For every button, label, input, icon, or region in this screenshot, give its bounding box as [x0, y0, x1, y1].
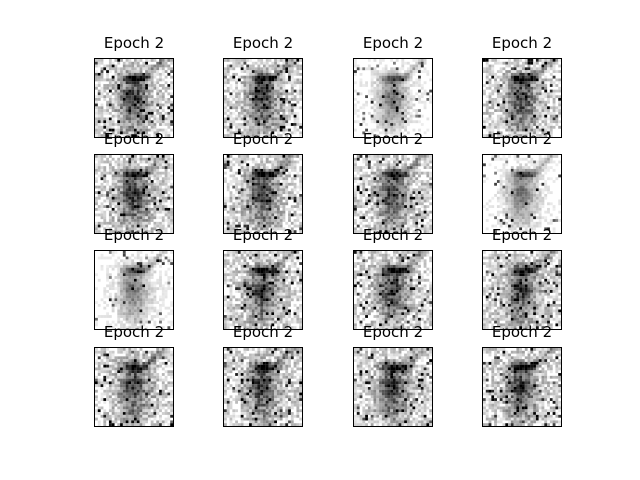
- panel-title: Epoch 2: [491, 323, 553, 341]
- generated-image-13: [94, 347, 174, 427]
- panel-title: Epoch 2: [103, 34, 165, 52]
- panel-4: Epoch 2: [482, 34, 562, 138]
- panel-title: Epoch 2: [491, 130, 553, 148]
- panel-title: Epoch 2: [362, 226, 424, 244]
- generated-image-9: [94, 250, 174, 330]
- panel-12: Epoch 2: [482, 226, 562, 330]
- panel-title: Epoch 2: [362, 34, 424, 52]
- panel-3: Epoch 2: [353, 34, 433, 138]
- generated-image-15: [353, 347, 433, 427]
- generated-image-7: [353, 154, 433, 234]
- panel-10: Epoch 2: [223, 226, 303, 330]
- generated-image-16: [482, 347, 562, 427]
- panel-title: Epoch 2: [491, 226, 553, 244]
- panel-title: Epoch 2: [103, 323, 165, 341]
- panel-1: Epoch 2: [94, 34, 174, 138]
- generated-image-5: [94, 154, 174, 234]
- panel-title: Epoch 2: [232, 34, 294, 52]
- panel-7: Epoch 2: [353, 130, 433, 234]
- panel-title: Epoch 2: [232, 226, 294, 244]
- generated-image-2: [223, 58, 303, 138]
- panel-title: Epoch 2: [232, 130, 294, 148]
- panel-title: Epoch 2: [232, 323, 294, 341]
- panel-11: Epoch 2: [353, 226, 433, 330]
- generated-image-12: [482, 250, 562, 330]
- panel-title: Epoch 2: [362, 130, 424, 148]
- panel-title: Epoch 2: [491, 34, 553, 52]
- panel-title: Epoch 2: [362, 323, 424, 341]
- panel-13: Epoch 2: [94, 323, 174, 427]
- panel-14: Epoch 2: [223, 323, 303, 427]
- panel-9: Epoch 2: [94, 226, 174, 330]
- generated-image-6: [223, 154, 303, 234]
- generated-image-1: [94, 58, 174, 138]
- panel-2: Epoch 2: [223, 34, 303, 138]
- panel-8: Epoch 2: [482, 130, 562, 234]
- generated-image-4: [482, 58, 562, 138]
- panel-title: Epoch 2: [103, 226, 165, 244]
- generated-image-10: [223, 250, 303, 330]
- generated-image-8: [482, 154, 562, 234]
- generated-image-14: [223, 347, 303, 427]
- panel-15: Epoch 2: [353, 323, 433, 427]
- panel-6: Epoch 2: [223, 130, 303, 234]
- generated-image-3: [353, 58, 433, 138]
- panel-16: Epoch 2: [482, 323, 562, 427]
- generated-image-11: [353, 250, 433, 330]
- panel-5: Epoch 2: [94, 130, 174, 234]
- panel-title: Epoch 2: [103, 130, 165, 148]
